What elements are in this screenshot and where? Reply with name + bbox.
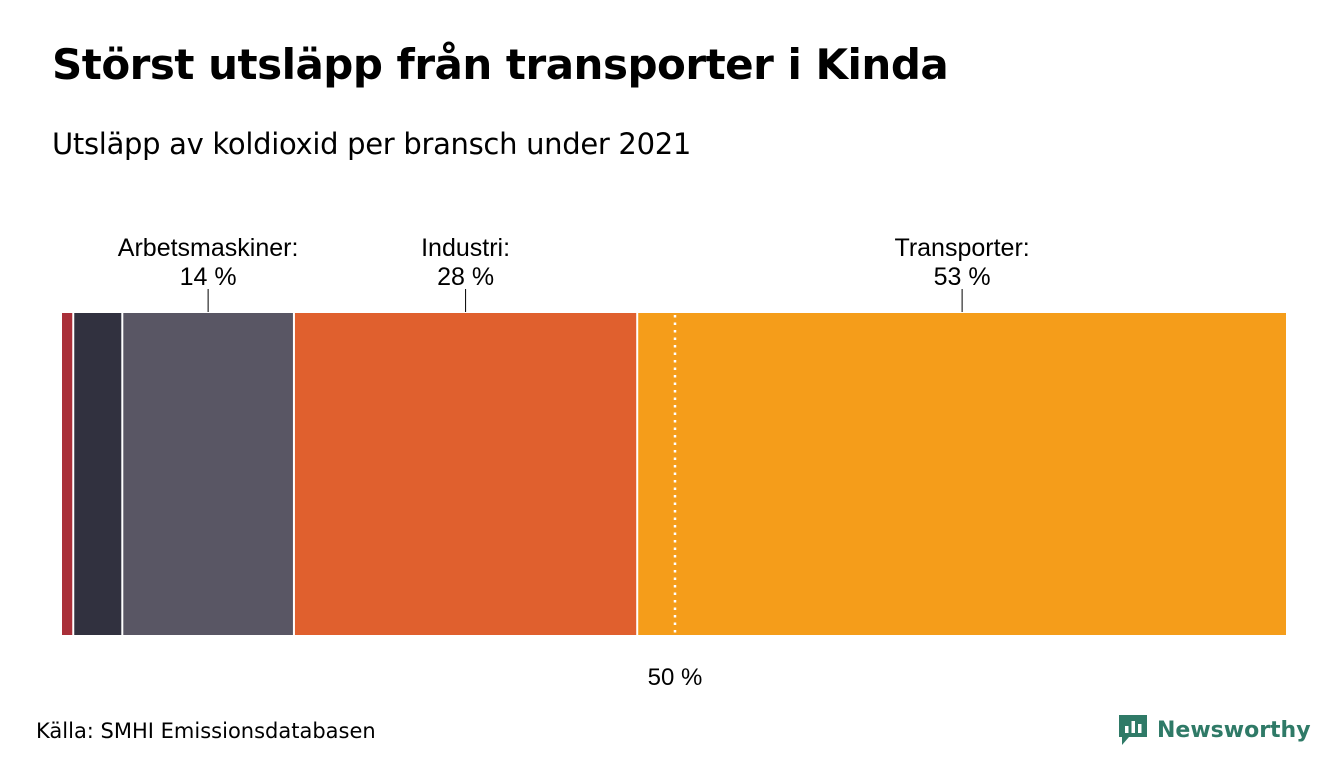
brand-name: Newsworthy xyxy=(1157,717,1311,743)
segment-value-arbetsmaskiner: 14 % xyxy=(180,263,237,291)
stacked-bar-chart: Arbetsmaskiner:14 % Industri:28 % Transpor… xyxy=(62,234,1286,691)
source-note: Källa: SMHI Emissionsdatabasen xyxy=(36,719,376,743)
bar-segment-segment-1 xyxy=(62,313,73,635)
bar-segment-transporter xyxy=(638,313,1286,635)
segment-labels: Arbetsmaskiner:14 % Industri:28 % Transpor… xyxy=(118,234,1030,312)
segment-value-industri: 28 % xyxy=(437,263,494,291)
segment-value-transporter: 53 % xyxy=(934,263,991,291)
chart-subtitle: Utsläpp av koldioxid per bransch under 2… xyxy=(52,127,692,161)
bar-segment-industri xyxy=(294,313,637,635)
bar-segment-segment-2 xyxy=(74,313,122,635)
chart-title: Störst utsläpp från transporter i Kinda xyxy=(52,40,949,89)
newsworthy-logo-icon xyxy=(1119,715,1147,745)
brand-logo: Newsworthy xyxy=(1117,713,1311,747)
segment-label-industri: Industri: xyxy=(421,234,510,262)
bar-segments xyxy=(62,313,1286,635)
bar-segment-arbetsmaskiner xyxy=(123,313,293,635)
segment-label-arbetsmaskiner: Arbetsmaskiner: xyxy=(118,234,299,262)
reference-line-label: 50 % xyxy=(648,664,703,691)
segment-label-transporter: Transporter: xyxy=(894,234,1029,262)
